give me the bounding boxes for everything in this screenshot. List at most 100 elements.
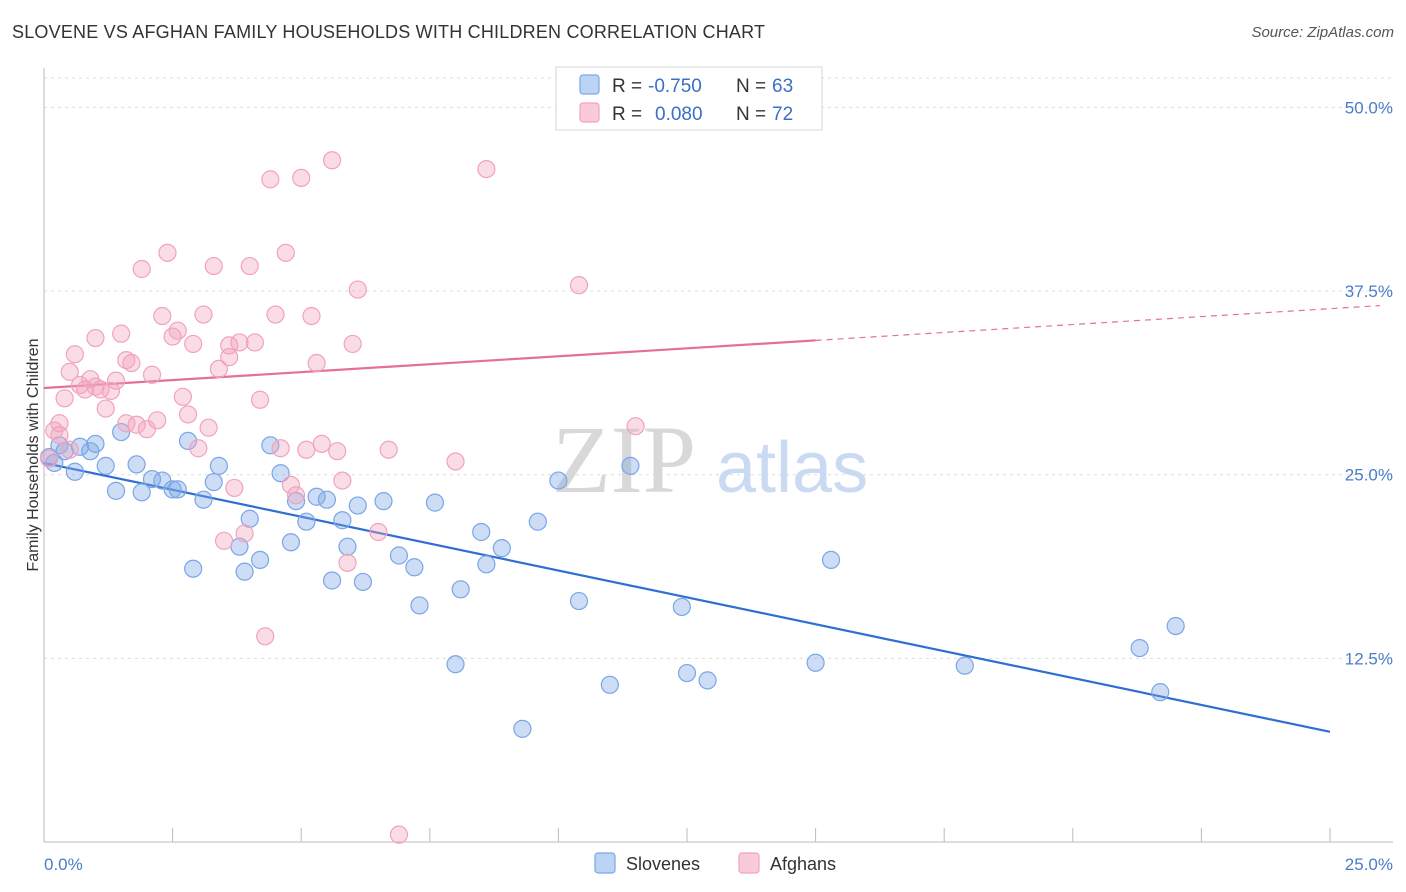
point-slovenes: [353, 572, 373, 592]
point-afghans: [302, 306, 321, 326]
point-afghans: [117, 350, 136, 370]
point-slovenes: [194, 490, 213, 509]
point-slovenes: [106, 481, 126, 500]
legend-swatch-afghans: [579, 102, 600, 123]
point-slovenes: [672, 597, 691, 617]
point-afghans: [86, 377, 105, 396]
point-afghans: [173, 387, 192, 406]
point-slovenes: [405, 558, 424, 577]
point-slovenes: [477, 555, 496, 574]
point-slovenes: [821, 550, 841, 570]
point-afghans: [96, 399, 115, 418]
point-slovenes: [317, 490, 337, 509]
point-slovenes: [410, 596, 429, 615]
point-slovenes: [677, 663, 697, 683]
point-slovenes: [271, 464, 290, 483]
chart-title: SLOVENE VS AFGHAN FAMILY HOUSEHOLDS WITH…: [12, 22, 766, 42]
point-afghans: [194, 305, 213, 324]
point-afghans: [132, 259, 151, 279]
axes: [43, 68, 1393, 843]
point-slovenes: [806, 653, 825, 672]
y-tick-label: 37.5%: [1345, 282, 1393, 301]
y-tick-label: 25.0%: [1345, 466, 1393, 485]
point-slovenes: [569, 591, 589, 611]
watermark-atlas: atlas: [716, 428, 868, 508]
point-afghans: [153, 306, 172, 326]
point-afghans: [230, 333, 249, 352]
point-afghans: [569, 276, 589, 295]
point-afghans: [477, 159, 496, 179]
point-slovenes: [168, 480, 187, 499]
point-afghans: [292, 168, 311, 188]
point-afghans: [281, 475, 301, 495]
point-afghans: [271, 439, 290, 458]
point-slovenes: [112, 422, 131, 442]
legend-n-value-2: 72: [772, 104, 793, 125]
point-afghans: [220, 336, 239, 355]
x-tick-label-min: 0.0%: [44, 855, 83, 874]
point-afghans: [204, 256, 223, 276]
point-slovenes: [184, 559, 203, 578]
point-afghans: [626, 417, 645, 436]
point-slovenes: [528, 512, 547, 531]
data-points: [40, 151, 1185, 844]
point-slovenes: [1166, 616, 1185, 636]
point-afghans: [60, 440, 79, 459]
point-afghans: [106, 371, 126, 390]
point-slovenes: [209, 456, 228, 475]
point-afghans: [199, 418, 218, 437]
point-slovenes: [1151, 683, 1170, 702]
point-afghans: [76, 380, 95, 399]
bottom-legend-swatch-afghans: [738, 852, 760, 874]
point-afghans: [168, 321, 187, 340]
point-slovenes: [96, 456, 115, 475]
point-slovenes: [307, 487, 326, 506]
y-tick-label: 12.5%: [1345, 649, 1393, 668]
y-tick-labels: 12.5% 25.0% 37.5% 50.0%: [1345, 98, 1393, 668]
bottom-legend-label-slovenes: Slovenes: [626, 854, 700, 874]
point-slovenes: [425, 493, 445, 512]
point-slovenes: [621, 456, 640, 475]
point-afghans: [266, 305, 285, 324]
legend-n-value-1: 63: [772, 76, 793, 97]
point-afghans: [178, 405, 198, 424]
legend-swatch-slovenes: [579, 74, 600, 95]
point-afghans: [286, 486, 306, 505]
legend-r-value-1: -0.750: [648, 76, 702, 97]
point-afghans: [189, 439, 208, 458]
point-afghans: [307, 353, 326, 373]
source-credit: Source: ZipAtlas.com: [1251, 24, 1394, 41]
point-afghans: [86, 328, 105, 348]
legend-r-label-1: R =: [612, 76, 642, 97]
point-afghans: [184, 334, 203, 354]
point-slovenes: [389, 546, 409, 565]
point-afghans: [245, 333, 265, 352]
point-afghans: [235, 524, 254, 543]
point-afghans: [55, 389, 74, 408]
point-slovenes: [348, 496, 367, 515]
point-afghans: [158, 243, 177, 262]
trend-line-afghans: [43, 339, 816, 390]
point-afghans: [214, 531, 234, 550]
point-afghans: [333, 471, 352, 490]
point-slovenes: [549, 471, 568, 490]
point-afghans: [328, 442, 347, 461]
stats-legend: R = -0.750 N = 63 R = 0.080 N = 72: [555, 66, 823, 131]
point-slovenes: [281, 533, 301, 552]
point-afghans: [122, 353, 141, 373]
point-afghans: [338, 553, 357, 572]
trend-line-slovenes: [43, 461, 1331, 733]
point-afghans: [261, 170, 280, 189]
point-slovenes: [333, 511, 352, 530]
point-afghans: [209, 359, 228, 379]
point-afghans: [60, 362, 79, 381]
point-afghans: [343, 334, 362, 354]
point-slovenes: [955, 656, 974, 675]
point-afghans: [225, 478, 244, 498]
stats-legend-frame: [555, 66, 823, 131]
point-afghans: [389, 825, 409, 844]
point-afghans: [117, 414, 136, 433]
legend-n-label-1: N =: [736, 76, 766, 97]
point-afghans: [142, 365, 162, 384]
